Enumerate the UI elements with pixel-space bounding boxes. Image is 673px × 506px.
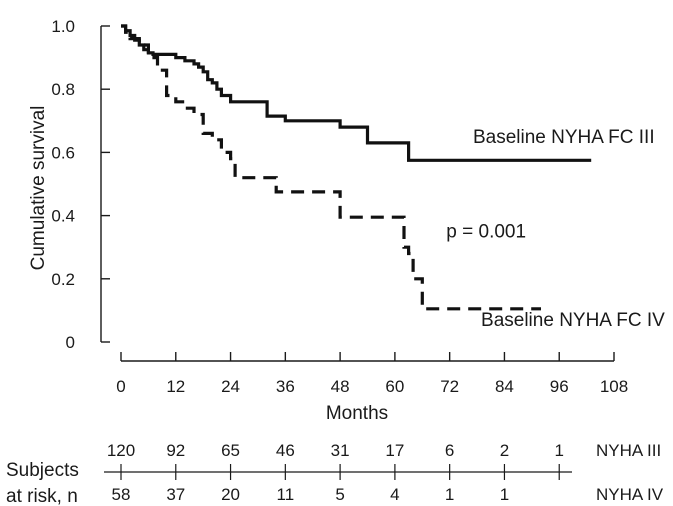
y-axis-label: Cumulative survival (28, 106, 49, 271)
risk-count: 5 (335, 485, 344, 504)
x-tick-label: 96 (550, 377, 569, 396)
x-tick-label: 108 (600, 377, 628, 396)
y-tick-label: 0.2 (51, 270, 75, 289)
label-nyha-iv: Baseline NYHA FC IV (481, 310, 665, 331)
risk-count: 31 (331, 441, 350, 460)
y-tick-label: 0.6 (51, 143, 75, 162)
x-tick-label: 48 (331, 377, 350, 396)
risk-row-name: NYHA IV (596, 485, 664, 504)
risk-count: 6 (445, 441, 454, 460)
p-value-label: p = 0.001 (446, 222, 526, 243)
x-tick-label: 84 (495, 377, 514, 396)
x-axis: 0 12 24 36 48 60 72 84 96 108 (116, 352, 628, 396)
x-tick-label: 12 (166, 377, 185, 396)
risk-count: 37 (166, 485, 185, 504)
x-tick-label: 60 (385, 377, 404, 396)
risk-table: Subjects at risk, n 120 92 65 46 31 17 6 2 1 NYHA… (6, 441, 664, 506)
risk-table-label-line2: at risk, n (6, 486, 78, 506)
x-axis-label: Months (326, 403, 388, 424)
x-tick-label: 72 (440, 377, 459, 396)
risk-count: 2 (500, 441, 509, 460)
x-tick-label: 0 (116, 377, 125, 396)
series-line-nyha-iii (121, 24, 592, 162)
x-tick-label: 24 (221, 377, 240, 396)
y-tick-label: 1.0 (51, 17, 75, 36)
risk-count: 1 (500, 485, 509, 504)
risk-count: 11 (277, 485, 295, 504)
risk-count: 58 (112, 485, 131, 504)
risk-count: 1 (445, 485, 454, 504)
risk-count: 65 (221, 441, 240, 460)
x-tick-label: 36 (276, 377, 295, 396)
risk-count: 20 (221, 485, 240, 504)
y-tick-label: 0.8 (51, 80, 75, 99)
risk-count: 120 (107, 441, 135, 460)
risk-count: 1 (554, 441, 563, 460)
risk-row-name: NYHA III (596, 441, 661, 460)
risk-count: 4 (390, 485, 399, 504)
risk-table-label-line1: Subjects (6, 460, 79, 481)
y-tick-label: 0.4 (51, 207, 75, 226)
y-axis: 0 0.2 0.4 0.6 0.8 1.0 (51, 17, 110, 352)
label-nyha-iii: Baseline NYHA FC III (473, 127, 655, 148)
y-tick-label: 0 (66, 333, 75, 352)
annotation-layer: Baseline NYHA FC III Baseline NYHA FC IV p… (446, 127, 665, 331)
risk-count: 46 (276, 441, 295, 460)
series-layer (121, 24, 592, 311)
series-line-nyha-iv (121, 24, 541, 311)
risk-count: 92 (166, 441, 185, 460)
risk-count: 17 (385, 441, 404, 460)
